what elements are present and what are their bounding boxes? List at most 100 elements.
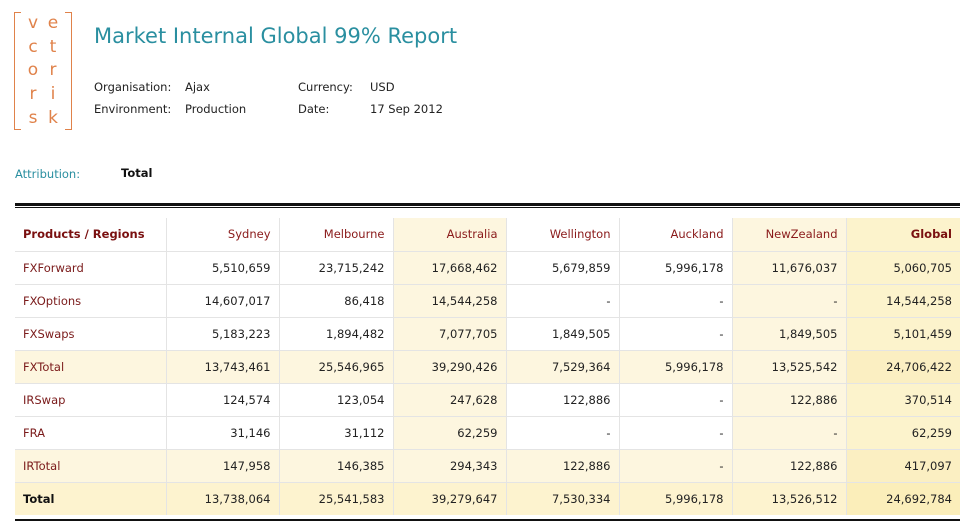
table-row: FXTotal 13,743,461 25,546,965 39,290,426 7,5… xyxy=(15,350,960,384)
table-cell: 122,886 xyxy=(505,383,619,417)
meta-values-left: Ajax Production xyxy=(185,80,246,124)
table-cell: - xyxy=(731,416,846,450)
table-cell: 122,886 xyxy=(505,449,619,483)
column-header-newzealand: NewZealand xyxy=(731,218,846,252)
report-table: Products / Regions Sydney Melbourne Austral… xyxy=(15,218,960,515)
table-cell: 13,743,461 xyxy=(165,350,279,384)
table-body: FXForward 5,510,659 23,715,242 17,668,462 5,… xyxy=(15,251,960,515)
table-cell: 13,526,512 xyxy=(731,482,846,515)
table-cell: 17,668,462 xyxy=(392,251,506,285)
vectorisk-logo: v e c t o r r i s k xyxy=(14,12,72,130)
row-label: FXForward xyxy=(15,251,166,285)
table-cell: 124,574 xyxy=(165,383,279,417)
table-cell: 123,054 xyxy=(278,383,393,417)
table-cell: 5,996,178 xyxy=(618,350,732,384)
table-cell: 370,514 xyxy=(845,383,960,417)
logo-letters: v e c t o r r i s k xyxy=(23,12,63,130)
table-row: IRTotal 147,958 146,385 294,343 122,886-122,… xyxy=(15,449,960,483)
logo-bracket-left xyxy=(14,12,21,130)
table-cell: 5,679,859 xyxy=(505,251,619,285)
row-label: IRSwap xyxy=(15,383,166,417)
row-label: Total xyxy=(15,482,166,515)
table-cell: 1,849,505 xyxy=(731,317,846,351)
table-cell: 13,525,542 xyxy=(731,350,846,384)
table-cell: 247,628 xyxy=(392,383,506,417)
column-header-auckland: Auckland xyxy=(618,218,732,252)
currency-value: USD xyxy=(370,80,395,94)
logo-letter: o xyxy=(27,60,39,81)
table-row: FXSwaps 5,183,223 1,894,482 7,077,705 1,849,… xyxy=(15,317,960,351)
meta-labels-right: Currency: Date: xyxy=(298,80,353,124)
column-header-products-regions: Products / Regions xyxy=(15,218,166,252)
table-row: FXOptions 14,607,017 86,418 14,544,258- - -14… xyxy=(15,284,960,318)
table-row: FXForward 5,510,659 23,715,242 17,668,462 5,… xyxy=(15,251,960,285)
table-cell: 23,715,242 xyxy=(278,251,393,285)
date-label: Date: xyxy=(298,102,330,116)
table-cell: 11,676,037 xyxy=(731,251,846,285)
table-row: Total 13,738,064 25,541,583 39,279,647 7,530… xyxy=(15,482,960,515)
table-cell: 86,418 xyxy=(278,284,393,318)
table-row: FRA 31,146 31,112 62,259- - -62,259 xyxy=(15,416,960,450)
table-cell: 24,706,422 xyxy=(845,350,960,384)
row-label: IRTotal xyxy=(15,449,166,483)
table-cell: 5,996,178 xyxy=(618,251,732,285)
table-cell: - xyxy=(618,383,732,417)
logo-letter: t xyxy=(49,36,57,57)
column-header-wellington: Wellington xyxy=(505,218,619,252)
table-cell: - xyxy=(731,284,846,318)
logo-letter: c xyxy=(28,36,38,57)
table-cell: 25,541,583 xyxy=(278,482,393,515)
table-cell: 31,146 xyxy=(165,416,279,450)
table-cell: 417,097 xyxy=(845,449,960,483)
table-cell: 122,886 xyxy=(731,383,846,417)
organisation-value: Ajax xyxy=(185,80,210,94)
row-label: FXSwaps xyxy=(15,317,166,351)
table-cell: 1,894,482 xyxy=(278,317,393,351)
table-cell: 147,958 xyxy=(165,449,279,483)
date-value: 17 Sep 2012 xyxy=(370,102,443,116)
currency-label: Currency: xyxy=(298,80,353,94)
table-header-row: Products / Regions Sydney Melbourne Austral… xyxy=(15,218,960,252)
table-cell: 62,259 xyxy=(845,416,960,450)
table-cell: 1,849,505 xyxy=(505,317,619,351)
logo-letter: v xyxy=(27,13,39,34)
logo-bracket-right xyxy=(65,12,72,130)
logo-letter: k xyxy=(48,107,58,128)
table-cell: 294,343 xyxy=(392,449,506,483)
table-cell: 25,546,965 xyxy=(278,350,393,384)
meta-labels-left: Organisation: Environment: xyxy=(94,80,171,124)
table-cell: 24,692,784 xyxy=(845,482,960,515)
table-cell: 5,510,659 xyxy=(165,251,279,285)
table-cell: 5,101,459 xyxy=(845,317,960,351)
table-cell: 13,738,064 xyxy=(165,482,279,515)
organisation-label: Organisation: xyxy=(94,80,172,94)
table-cell: 5,183,223 xyxy=(165,317,279,351)
row-label: FXTotal xyxy=(15,350,166,384)
row-label: FRA xyxy=(15,416,166,450)
column-header-australia: Australia xyxy=(392,218,506,252)
table-cell: 14,607,017 xyxy=(165,284,279,318)
table-cell: - xyxy=(505,284,619,318)
table-cell: - xyxy=(618,284,732,318)
table-cell: 39,279,647 xyxy=(392,482,506,515)
table-cell: 7,077,705 xyxy=(392,317,506,351)
table-top-rule xyxy=(15,203,960,208)
table-cell: 31,112 xyxy=(278,416,393,450)
environment-label: Environment: xyxy=(94,102,172,116)
table-row: IRSwap 124,574 123,054 247,628 122,886-122,8… xyxy=(15,383,960,417)
table-cell: 146,385 xyxy=(278,449,393,483)
table-cell: 14,544,258 xyxy=(392,284,506,318)
table-cell: - xyxy=(618,449,732,483)
table-cell: 62,259 xyxy=(392,416,506,450)
table-cell: 39,290,426 xyxy=(392,350,506,384)
table-cell: 122,886 xyxy=(731,449,846,483)
column-header-global: Global xyxy=(845,218,960,252)
table-cell: - xyxy=(505,416,619,450)
report-title: Market Internal Global 99% Report xyxy=(94,24,458,48)
logo-letter: s xyxy=(28,107,38,128)
column-header-melbourne: Melbourne xyxy=(278,218,393,252)
table-cell: 5,996,178 xyxy=(618,482,732,515)
row-label: FXOptions xyxy=(15,284,166,318)
table-cell: 14,544,258 xyxy=(845,284,960,318)
logo-letter: r xyxy=(29,84,37,105)
